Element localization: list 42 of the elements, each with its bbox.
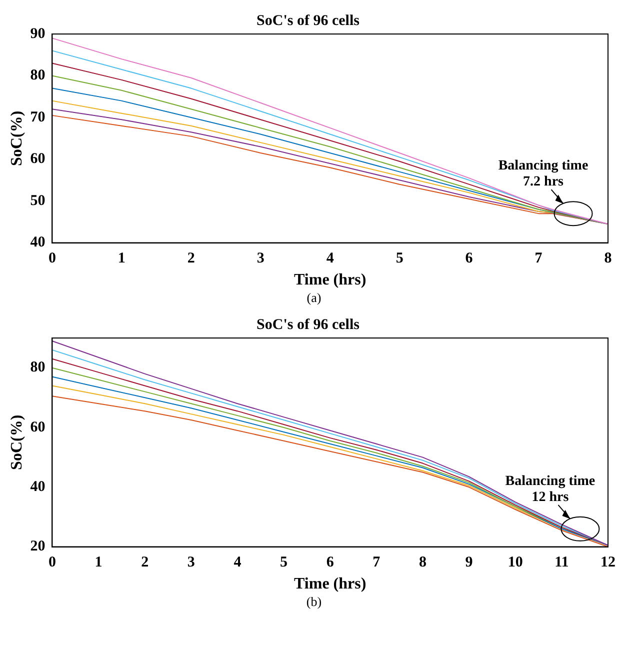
x-tick-label: 1	[118, 250, 126, 267]
text: (b)	[305, 594, 323, 610]
chart-title: SoC's of 96 cells	[256, 12, 360, 29]
y-tick-label: 50	[30, 192, 46, 209]
x-tick-label: 12	[600, 554, 616, 571]
x-tick-label: 9	[465, 554, 473, 571]
x-axis-title: Time (hrs)	[294, 272, 366, 289]
x-tick-label: 0	[48, 554, 56, 571]
y-tick-label: 60	[30, 419, 46, 436]
x-tick-label: 1	[94, 554, 102, 571]
x-tick-label: 4	[326, 250, 334, 267]
y-axis-title: SoC(%)	[8, 110, 26, 166]
y-tick-label: 40	[30, 479, 46, 496]
x-tick-label: 5	[280, 554, 288, 571]
annotation: Balancing time 12 hrs	[505, 474, 596, 505]
y-tick-label: 40	[30, 234, 46, 251]
y-axis-title: SoC(%)	[8, 414, 26, 470]
x-axis-title: Time (hrs)	[294, 576, 366, 593]
x-tick-label: 11	[554, 554, 569, 571]
x-tick-label: 8	[604, 250, 612, 267]
x-tick-label: 3	[187, 554, 195, 571]
x-tick-label: 6	[465, 250, 474, 267]
x-tick-label: 7	[372, 554, 381, 571]
x-tick-label: 0	[48, 250, 56, 267]
x-tick-label: 6	[326, 554, 334, 571]
x-tick-label: 3	[256, 250, 264, 267]
y-tick-label: 90	[30, 26, 46, 42]
y-tick-label: 70	[30, 109, 46, 126]
x-tick-label: 4	[234, 554, 242, 571]
x-tick-label: 7	[534, 250, 543, 267]
x-tick-label: 2	[187, 250, 195, 267]
chart-title: SoC's of 96 cells	[256, 316, 360, 333]
annotation: Balancing time 7.2 hrs	[498, 158, 588, 190]
y-tick-label: 20	[30, 538, 46, 555]
x-tick-label: 8	[418, 554, 426, 571]
y-tick-label: 80	[30, 360, 46, 376]
y-tick-label: 80	[30, 68, 46, 84]
x-tick-label: 10	[508, 554, 523, 571]
x-tick-label: 5	[396, 250, 404, 267]
y-tick-label: 60	[30, 151, 46, 168]
text: (a)	[306, 290, 322, 306]
x-tick-label: 2	[141, 554, 149, 571]
